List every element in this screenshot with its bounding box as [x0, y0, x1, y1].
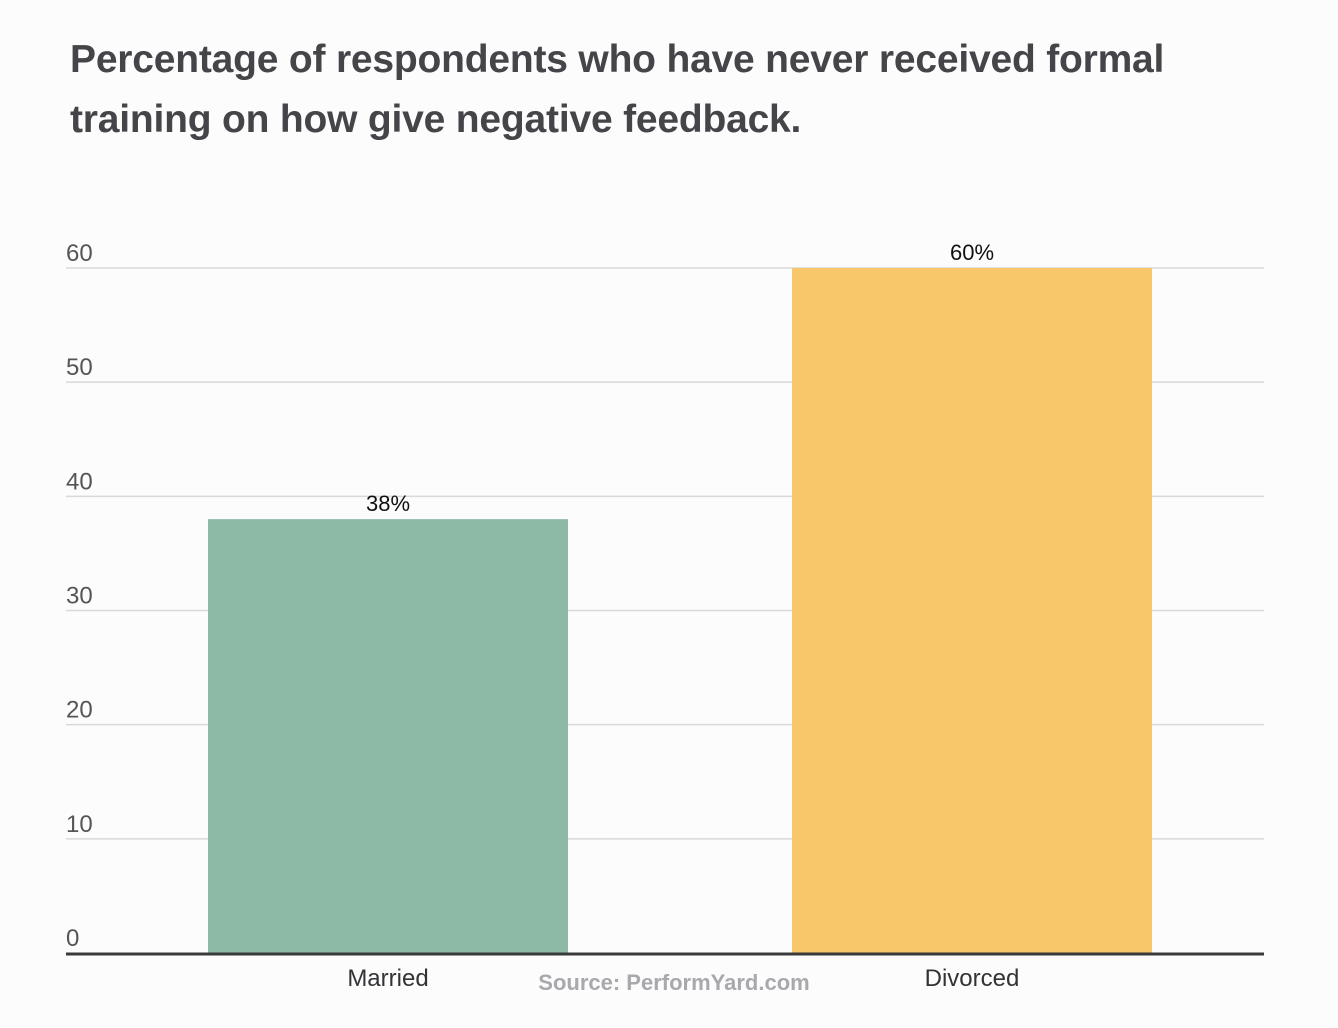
labels: 38% Married 60% Divorced	[347, 240, 1019, 992]
y-tick-label: 20	[66, 697, 93, 724]
x-category-label: Married	[347, 965, 428, 992]
y-tick-label: 60	[66, 240, 93, 267]
y-tick-label: 30	[66, 583, 93, 610]
chart-title: Percentage of respondents who have never…	[70, 38, 1165, 141]
bars	[208, 268, 1152, 953]
data-label: 60%	[950, 240, 994, 265]
bar-divorced	[792, 268, 1152, 953]
data-label: 38%	[366, 491, 410, 516]
y-tick-label: 0	[66, 925, 79, 952]
y-tick-label: 40	[66, 468, 93, 495]
y-tick-label: 50	[66, 354, 93, 381]
y-axis-ticks: 0 10 20 30 40 50 60	[66, 240, 93, 952]
x-category-label: Divorced	[925, 965, 1020, 992]
y-tick-label: 10	[66, 811, 93, 838]
source-credit: Source: PerformYard.com	[538, 970, 809, 995]
bar-married	[208, 519, 568, 953]
